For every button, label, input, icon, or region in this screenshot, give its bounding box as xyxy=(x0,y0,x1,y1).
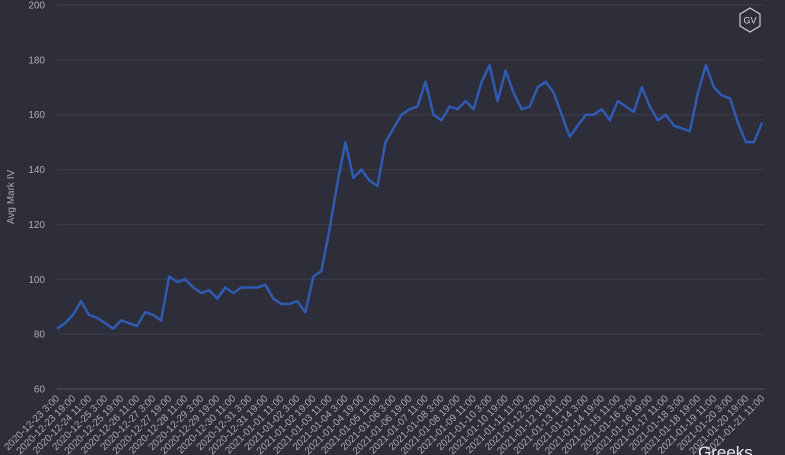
y-tick-label: 80 xyxy=(34,330,46,341)
y-tick-label: 160 xyxy=(28,110,45,121)
y-tick-label: 140 xyxy=(28,165,45,176)
logo: GV xyxy=(743,15,756,25)
y-tick-label: 200 xyxy=(28,1,45,12)
line xyxy=(56,64,764,330)
y-tick-label: 180 xyxy=(28,55,45,66)
y-axis-label: Avg Mark IV xyxy=(6,170,17,225)
y-tick-label: 60 xyxy=(34,385,46,396)
logo-badge xyxy=(739,7,761,33)
y-tick-label: 100 xyxy=(28,275,45,286)
y-tick-label: 120 xyxy=(28,220,45,231)
watermark: Greeks xyxy=(698,443,753,455)
